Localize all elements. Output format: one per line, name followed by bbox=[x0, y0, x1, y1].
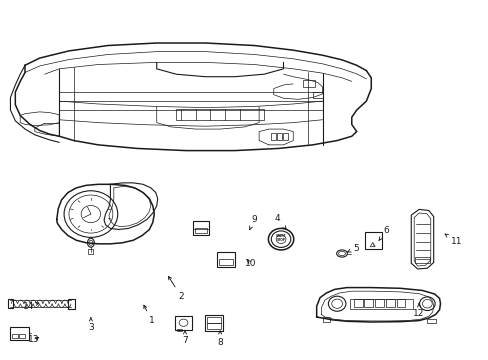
Text: START
STOP: START STOP bbox=[275, 234, 286, 242]
Bar bbox=[312, 92, 323, 98]
Bar bbox=[8, 300, 13, 308]
Bar bbox=[177, 329, 182, 331]
Bar bbox=[207, 317, 221, 323]
Text: 13: 13 bbox=[28, 335, 40, 344]
Bar bbox=[68, 299, 75, 309]
Bar bbox=[10, 327, 29, 339]
Text: 4: 4 bbox=[274, 214, 285, 229]
Bar bbox=[303, 80, 315, 87]
Bar bbox=[427, 319, 435, 323]
Bar bbox=[385, 300, 394, 307]
Bar bbox=[219, 259, 232, 265]
Bar bbox=[12, 334, 18, 338]
Bar bbox=[396, 300, 405, 307]
Text: 1: 1 bbox=[143, 305, 154, 325]
Text: 9: 9 bbox=[249, 215, 257, 230]
Text: 7: 7 bbox=[182, 330, 187, 345]
Bar bbox=[176, 109, 264, 120]
Text: 2: 2 bbox=[168, 276, 183, 301]
Bar bbox=[364, 300, 372, 307]
Bar bbox=[283, 133, 287, 140]
Bar bbox=[349, 299, 412, 309]
Bar bbox=[414, 257, 429, 263]
Bar bbox=[322, 317, 329, 321]
Text: 10: 10 bbox=[244, 259, 256, 268]
Bar bbox=[217, 252, 234, 267]
Bar bbox=[353, 300, 362, 307]
Bar bbox=[193, 221, 208, 234]
Text: 14: 14 bbox=[23, 302, 39, 311]
Text: 8: 8 bbox=[217, 331, 223, 347]
Text: 11: 11 bbox=[444, 234, 462, 246]
Text: 5: 5 bbox=[346, 244, 358, 253]
Text: 12: 12 bbox=[412, 303, 424, 318]
Bar bbox=[205, 315, 223, 330]
Text: 3: 3 bbox=[88, 318, 94, 332]
Bar bbox=[88, 249, 93, 253]
Bar bbox=[277, 133, 282, 140]
Bar bbox=[374, 300, 383, 307]
Bar bbox=[175, 316, 191, 330]
Bar bbox=[19, 334, 25, 338]
Bar bbox=[207, 323, 221, 329]
Text: 6: 6 bbox=[378, 226, 388, 240]
Bar bbox=[365, 232, 381, 249]
Bar bbox=[271, 133, 276, 140]
Bar bbox=[194, 228, 207, 233]
